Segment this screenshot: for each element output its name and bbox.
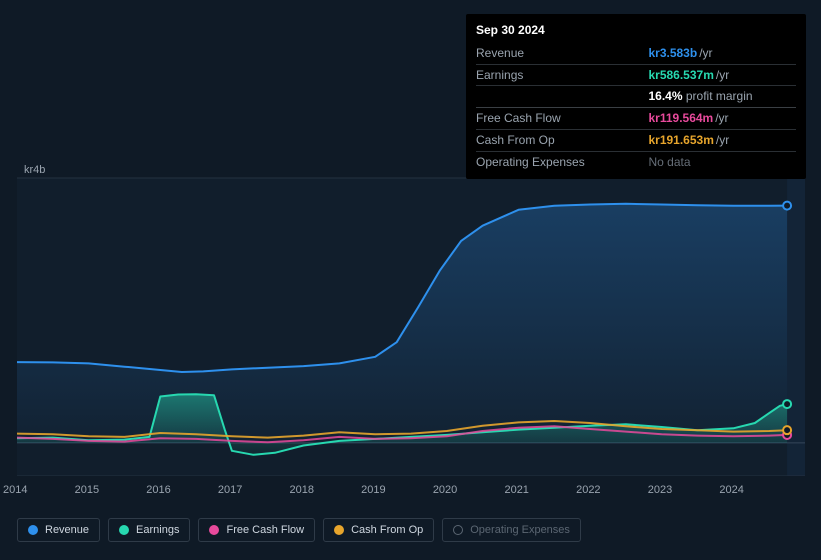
tooltip-row-label: [476, 86, 648, 108]
tooltip-row-label: Revenue: [476, 43, 648, 64]
tooltip-row-value: No data: [648, 151, 796, 172]
legend-label: Free Cash Flow: [226, 524, 304, 536]
tooltip-row-value: kr586.537m/yr: [648, 64, 796, 86]
legend-item-fcf[interactable]: Free Cash Flow: [198, 518, 315, 542]
revenue-marker: [783, 202, 791, 210]
legend-swatch-revenue: [28, 525, 38, 535]
x-axis-label: 2021: [504, 484, 528, 496]
legend-label: Cash From Op: [351, 524, 423, 536]
legend-label: Revenue: [45, 524, 89, 536]
tooltip-row-value: 16.4% profit margin: [648, 86, 796, 108]
tooltip-row-label: Earnings: [476, 64, 648, 86]
tooltip-row-value: kr119.564m/yr: [648, 108, 796, 130]
legend-swatch-earnings: [119, 525, 129, 535]
legend-label: Operating Expenses: [470, 524, 570, 536]
earnings-marker: [783, 400, 791, 408]
legend-item-opex[interactable]: Operating Expenses: [442, 518, 581, 542]
tooltip-row-label: Free Cash Flow: [476, 108, 648, 130]
legend-swatch-cfo: [334, 525, 344, 535]
x-axis-label: 2023: [648, 484, 672, 496]
x-axis-label: 2020: [433, 484, 457, 496]
tooltip-row-value: kr191.653m/yr: [648, 129, 796, 151]
x-axis-label: 2018: [290, 484, 314, 496]
tooltip-row-value: kr3.583b/yr: [648, 43, 796, 64]
x-axis-label: 2015: [75, 484, 99, 496]
legend-swatch-opex: [453, 525, 463, 535]
legend-label: Earnings: [136, 524, 179, 536]
tooltip-date: Sep 30 2024: [476, 20, 796, 43]
legend-item-cfo[interactable]: Cash From Op: [323, 518, 434, 542]
legend-item-earnings[interactable]: Earnings: [108, 518, 190, 542]
x-axis-label: 2022: [576, 484, 600, 496]
legend: Revenue Earnings Free Cash Flow Cash From O…: [17, 518, 581, 542]
x-axis-label: 2024: [719, 484, 743, 496]
metrics-tooltip: Sep 30 2024 Revenue kr3.583b/yrEarnings …: [466, 14, 806, 179]
x-axis-label: 2014: [3, 484, 27, 496]
financials-chart: [17, 160, 805, 476]
tooltip-row-label: Cash From Op: [476, 129, 648, 151]
x-axis-label: 2019: [361, 484, 385, 496]
x-axis-label: 2016: [146, 484, 170, 496]
legend-swatch-fcf: [209, 525, 219, 535]
cfo-marker: [783, 426, 791, 434]
legend-item-revenue[interactable]: Revenue: [17, 518, 100, 542]
x-axis-label: 2017: [218, 484, 242, 496]
tooltip-row-label: Operating Expenses: [476, 151, 648, 172]
